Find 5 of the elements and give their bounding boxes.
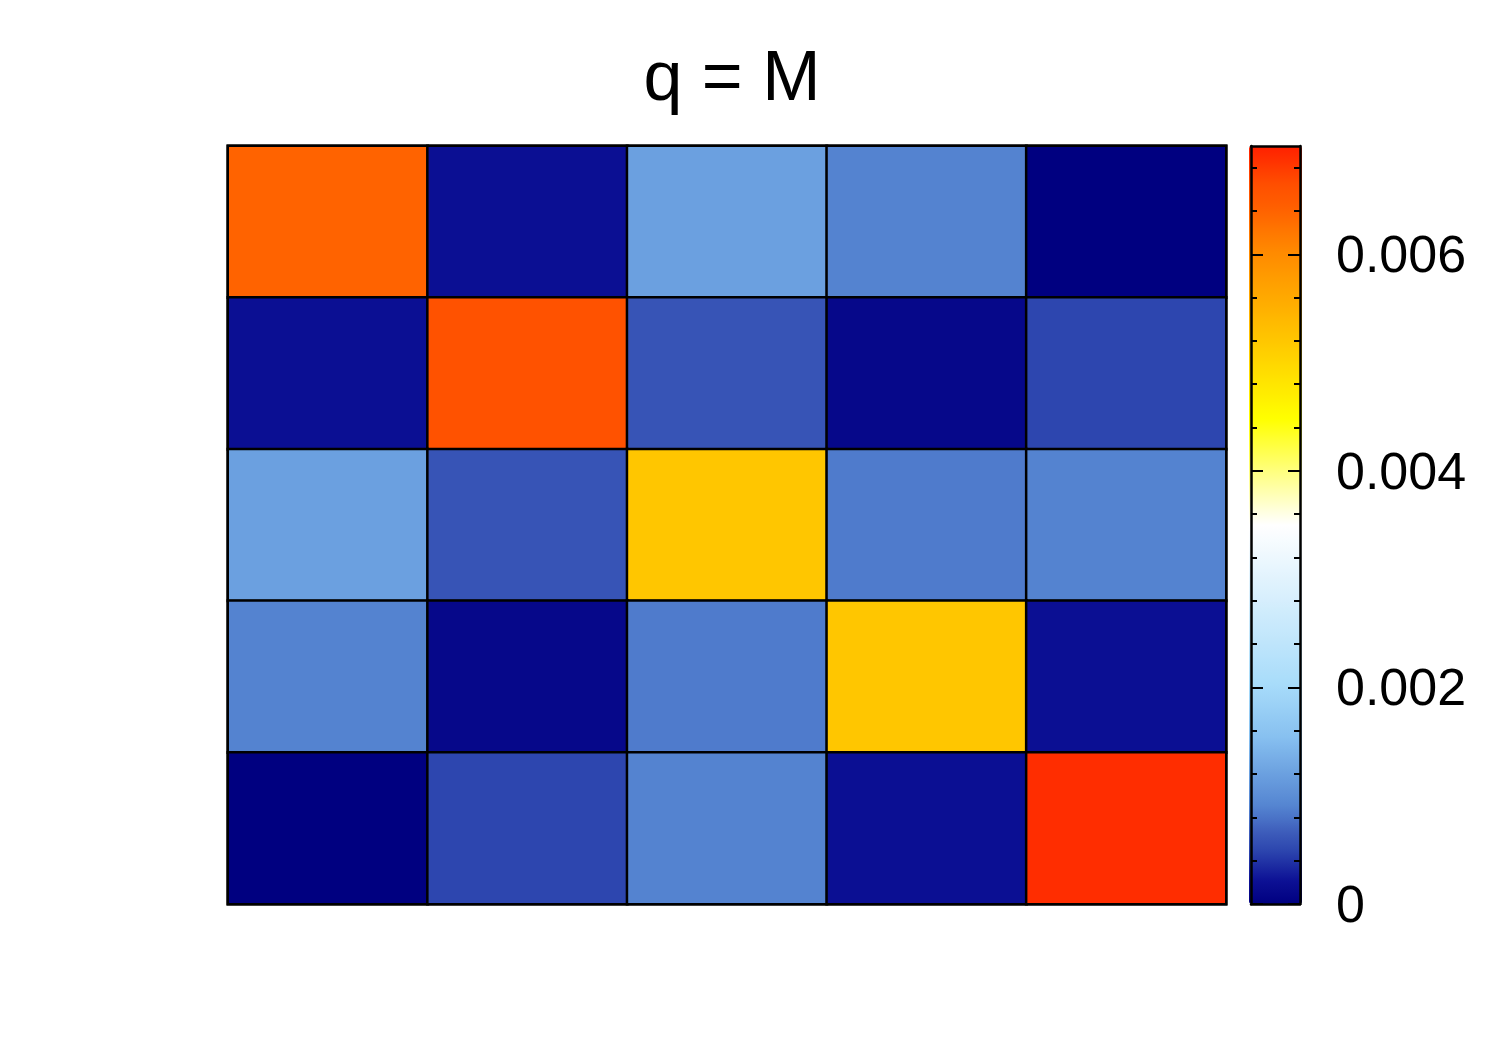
color-bar-label: 0.006: [1336, 225, 1467, 284]
color-bar-label: 0: [1336, 875, 1365, 933]
color-bar-label: 0.004: [1336, 441, 1467, 500]
chart-title: q = M: [643, 37, 821, 115]
color-bar-label: 0.002: [1336, 658, 1467, 717]
